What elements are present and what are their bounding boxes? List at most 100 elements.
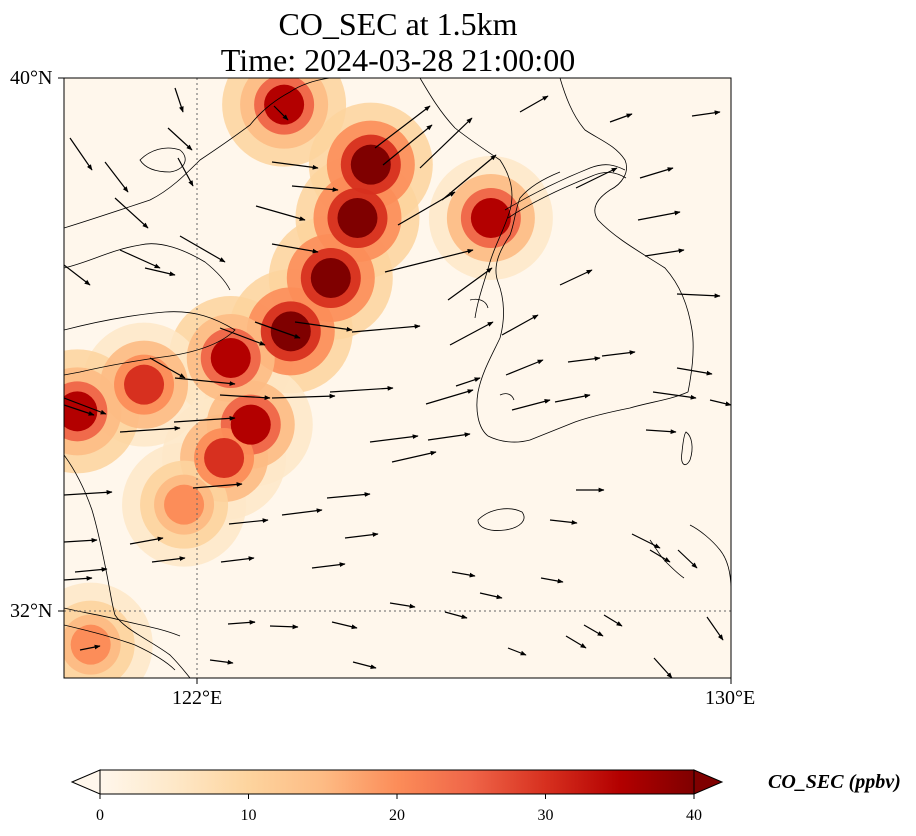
plume-cell-3-2: [310, 258, 351, 298]
wind-arrow: [271, 161, 319, 170]
coastline-island-a: [139, 147, 186, 173]
wind-arrow: [639, 167, 674, 179]
map-frame: [63, 77, 732, 679]
wind-arrow: [269, 624, 299, 630]
wind-arrow: [281, 508, 323, 516]
wind-arrow: [419, 117, 473, 169]
wind-arrow: [174, 377, 236, 386]
coastline-island-b: [469, 298, 489, 309]
colorbar-label: CO_SEC (ppbv): [768, 771, 901, 793]
wind-arrow: [501, 314, 539, 336]
wind-arrow: [644, 248, 685, 257]
wind-arrow: [64, 264, 91, 286]
colorbar-tick-30: 30: [537, 807, 554, 824]
plume-cell-3-0: [350, 144, 391, 185]
wind-arrow: [64, 575, 93, 581]
map-subtitle-time: Time: 2024-03-28 21:00:00: [220, 42, 576, 78]
wind-arrow: [505, 359, 544, 376]
coastline-bohai-north: [64, 78, 331, 229]
colorbar-tick-0: 0: [96, 807, 104, 824]
coastline-yangtze-south: [64, 624, 176, 671]
plume-cell-3-5: [124, 364, 165, 405]
wind-arrow: [479, 592, 503, 600]
wind-arrow: [352, 661, 377, 669]
wind-arrow: [653, 657, 673, 678]
wind-arrow: [567, 356, 601, 363]
wind-arrow: [331, 621, 358, 630]
coastline-island-c: [499, 393, 515, 401]
wind-arrow: [511, 399, 551, 411]
wind-arrow: [177, 157, 194, 187]
coastline-jiangsu: [64, 454, 191, 678]
border-river: [504, 164, 626, 211]
coastline-bohai-south: [64, 243, 231, 291]
wind-arrow: [144, 267, 176, 277]
wind-arrow: [645, 429, 677, 435]
wind-arrow: [255, 205, 306, 221]
wind-arrow: [369, 434, 419, 443]
wind-arrow: [676, 293, 721, 299]
wind-arrow: [519, 95, 549, 113]
lon-label-130: 130°E: [705, 687, 756, 709]
wind-arrow: [326, 492, 371, 499]
wind-arrow: [104, 161, 129, 193]
coastline-korea-west: [476, 171, 689, 443]
wind-arrow: [676, 367, 713, 376]
wind-arrow: [74, 567, 108, 573]
wind-arrow: [631, 533, 661, 549]
plume-cell-3-6: [64, 391, 98, 432]
co-concentration-field: [64, 78, 553, 678]
wind-arrow: [64, 397, 107, 415]
wind-arrow: [382, 124, 433, 166]
coastline-tsushima: [681, 431, 693, 466]
wind-arrow: [603, 614, 623, 627]
colorbar-tick-10: 10: [240, 807, 257, 824]
wind-arrow: [601, 350, 636, 357]
wind-arrow: [174, 87, 184, 113]
wind-arrow: [220, 556, 255, 563]
colorbar-tick-40: 40: [686, 807, 702, 824]
wind-arrow: [447, 267, 493, 301]
wind-arrow: [649, 549, 671, 563]
coastline-yangtze-north: [64, 607, 181, 637]
wind-arrow: [227, 620, 256, 625]
colorbar-ticks: [99, 794, 695, 799]
wind-arrow: [397, 191, 456, 226]
plume-cell-3-4: [210, 338, 251, 378]
map-title: CO_SEC at 1.5km: [278, 6, 518, 42]
wind-arrow: [691, 110, 721, 117]
wind-arrow: [425, 389, 474, 405]
colorbar: [100, 770, 694, 794]
wind-arrow: [575, 167, 618, 189]
plume-cell-3-8: [204, 438, 245, 478]
plume-cell-3-10: [470, 198, 511, 238]
colorbar-tick-20: 20: [389, 807, 405, 824]
colorbar-extend-max: [693, 769, 724, 795]
wind-arrow: [192, 482, 243, 489]
coastline-kyushu: [689, 524, 731, 591]
plume-cell-3-11: [264, 84, 305, 125]
plume-cell-3-3: [270, 311, 311, 352]
wind-arrow: [549, 519, 578, 525]
wind-arrow: [455, 377, 481, 387]
wind-arrow: [609, 113, 633, 123]
wind-arrow: [637, 210, 681, 221]
wind-arrow: [228, 518, 269, 525]
wind-arrow: [64, 537, 98, 543]
wind-arrow: [294, 321, 353, 332]
wind-arrow: [291, 185, 339, 192]
wind-arrow: [114, 197, 149, 229]
wind-arrow: [219, 327, 266, 346]
wind-arrow: [179, 235, 226, 263]
wind-arrow: [427, 432, 471, 441]
wind-arrow: [351, 324, 421, 333]
wind-arrow: [219, 394, 271, 401]
wind-arrow: [329, 385, 394, 393]
wind-arrow: [709, 399, 731, 407]
wind-arrow: [311, 562, 346, 569]
wind-arrow: [706, 616, 724, 641]
wind-arrow: [583, 624, 604, 637]
wind-arrow: [391, 450, 437, 463]
wind-arrow: [389, 602, 416, 609]
wind-arrow: [173, 415, 236, 423]
